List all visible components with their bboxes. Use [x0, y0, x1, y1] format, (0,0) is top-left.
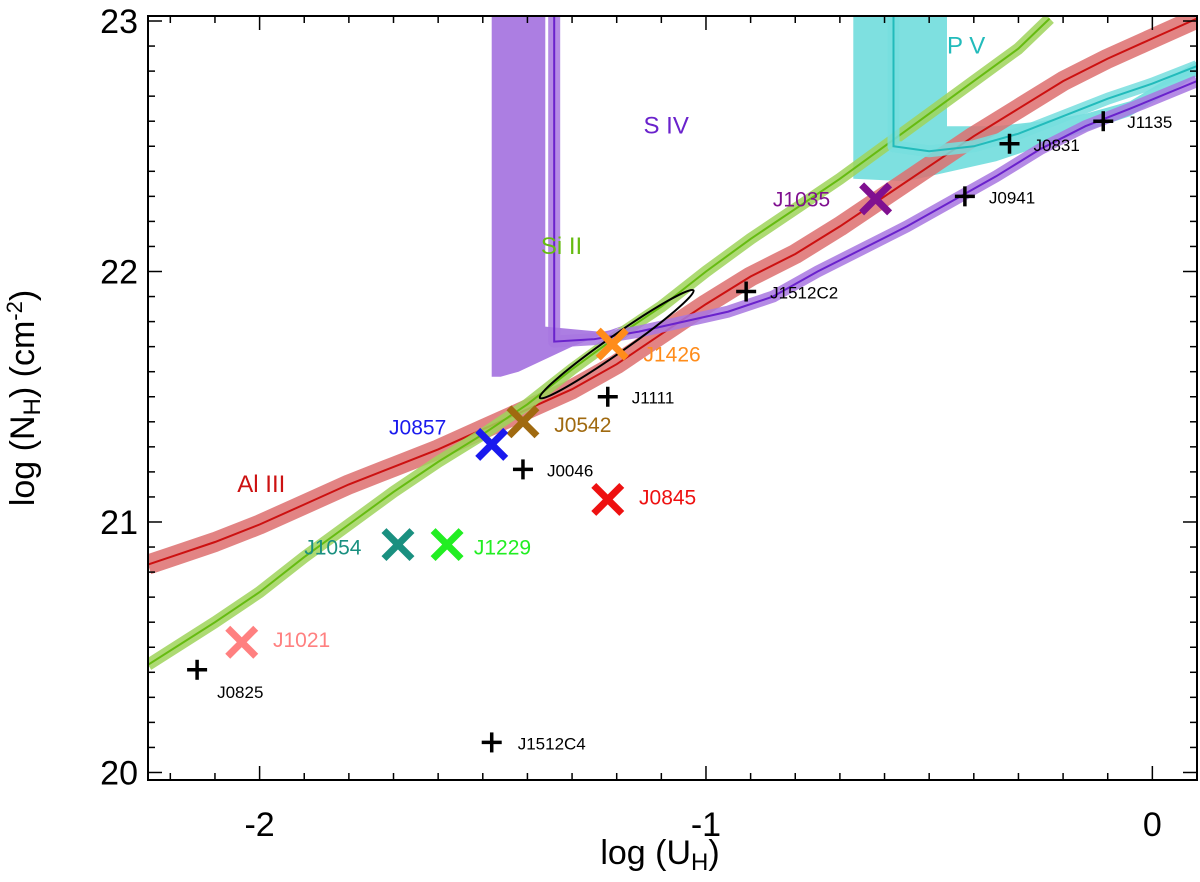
x-marker-j0542: J0542 — [506, 405, 611, 439]
y-axis-title-close: ) — [4, 290, 42, 301]
x-marker-j1035: J1035 — [773, 182, 893, 216]
x-marker-j1054: J1054 — [304, 528, 415, 562]
y-axis-title: log (NH) (cm-2) — [2, 290, 46, 506]
plus-marker-j1512c4: J1512C4 — [481, 732, 586, 753]
plot-frame — [147, 15, 1198, 781]
x-marker-j1021: J1021 — [225, 625, 330, 659]
x-label-j1054: J1054 — [304, 537, 362, 560]
plus-label-j0046: J0046 — [547, 461, 593, 480]
x-marker-j0857: J0857 — [389, 416, 509, 461]
x-label-j1021: J1021 — [273, 629, 330, 652]
s-iv-region-band — [482, 16, 635, 377]
x-tick-label: -1 — [691, 806, 721, 844]
y-tick-label: 20 — [100, 754, 138, 792]
x-label-j0845: J0845 — [639, 486, 696, 509]
al-iii-curve — [148, 17, 1197, 566]
ion-label-si-ii: Si II — [541, 233, 582, 260]
x-label-j1035: J1035 — [773, 188, 830, 211]
y-tick-label: 21 — [100, 504, 138, 542]
plus-label-j1512c2: J1512C2 — [770, 284, 838, 303]
x-tick-label: -2 — [244, 806, 274, 844]
y-axis-title-main: log (N — [4, 415, 42, 506]
x-label-j1426: J1426 — [643, 344, 700, 367]
x-marker-j1229: J1229 — [430, 528, 531, 562]
plus-markers: J1135 J0831 J0941 J1512C2 J1111 J0046 J0825 J15… — [187, 111, 1172, 753]
x-marker-stroke-b — [475, 427, 509, 461]
x-marker-stroke-b — [506, 405, 540, 439]
x-marker-stroke-b — [859, 182, 893, 216]
x-marker-stroke-b — [591, 482, 625, 516]
y-tick-label: 22 — [100, 254, 138, 292]
plus-marker-j1135: J1135 — [1093, 111, 1172, 132]
y-tick-label: 23 — [100, 3, 138, 41]
x-label-j0542: J0542 — [554, 414, 611, 437]
x-marker-stroke-b — [595, 327, 629, 361]
plus-marker-j0941: J0941 — [954, 186, 1035, 207]
x-marker-stroke-b — [381, 528, 415, 562]
x-marker-j1426: J1426 — [595, 327, 701, 367]
plus-marker-j1111: J1111 — [597, 386, 675, 408]
x-label-j1229: J1229 — [474, 537, 531, 560]
plus-marker-j0825: J0825 — [187, 659, 263, 702]
x-axis-title-main: log (U — [600, 834, 691, 872]
ion-labels: Al III Si II S IV P V — [237, 33, 985, 498]
y-axis-title-sub: H — [19, 398, 46, 415]
x-marker-stroke-b — [430, 528, 464, 562]
ion-label-s-iv: S IV — [643, 113, 688, 140]
plus-label-j0825: J0825 — [217, 683, 263, 702]
x-marker-stroke-b — [225, 625, 259, 659]
shaded-bands — [482, 16, 1197, 377]
x-markers: J1426 J0542 J0857 J0845 J1054 J1229 J1021 J1035 — [225, 182, 893, 659]
plus-marker-j0831: J0831 — [999, 133, 1080, 155]
x-label-j0857: J0857 — [389, 416, 446, 439]
p-v-region-band — [853, 16, 1197, 182]
plus-label-j1111: J1111 — [632, 389, 675, 408]
axis-ticks: -2 -1 0 20 21 22 23 — [100, 3, 1198, 844]
plus-label-j1512c4: J1512C4 — [518, 734, 586, 753]
plus-label-j0941: J0941 — [989, 188, 1035, 207]
x-axis-title-close: ) — [708, 834, 719, 872]
p-v-curve — [892, 16, 1197, 153]
y-axis-title-sup: -2 — [2, 301, 27, 321]
x-tick-label: 0 — [1143, 806, 1162, 844]
x-axis-title: log (UH) — [600, 834, 719, 876]
ion-label-p-v: P V — [947, 33, 985, 60]
x-marker-j0845: J0845 — [591, 482, 696, 516]
y-axis-title-mid: ) (cm — [4, 321, 42, 398]
plus-marker-j1512c2: J1512C2 — [736, 281, 838, 303]
plus-marker-j0046: J0046 — [512, 459, 593, 480]
ion-label-al-iii: Al III — [237, 471, 285, 498]
plus-label-j1135: J1135 — [1127, 113, 1172, 132]
x-axis-title-sub: H — [691, 849, 708, 876]
plus-label-j0831: J0831 — [1034, 136, 1080, 155]
